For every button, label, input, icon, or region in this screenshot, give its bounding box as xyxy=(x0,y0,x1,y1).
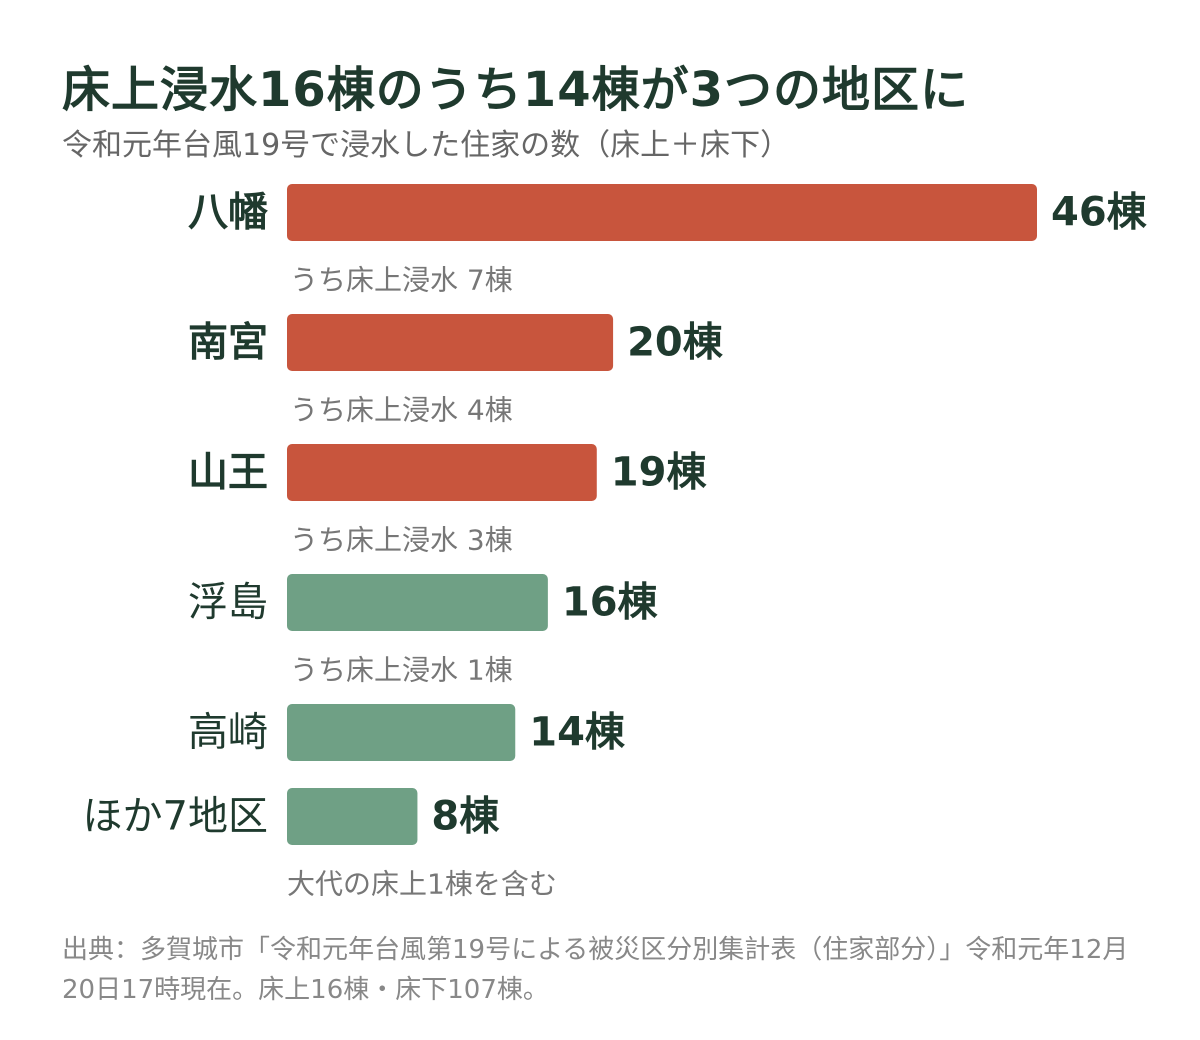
category-label: 高崎 xyxy=(188,710,268,756)
chart-subtitle: 令和元年台風19号で浸水した住家の数（床上＋床下） xyxy=(62,128,791,163)
category-label: 浮島 xyxy=(188,580,268,626)
bar-3 xyxy=(287,444,597,501)
value-label: 14棟 xyxy=(529,710,626,756)
bar-note: 大代の床上1棟を含む xyxy=(287,868,557,901)
category-label: 八幡 xyxy=(188,190,268,236)
bar-2 xyxy=(287,314,614,371)
value-label: 16棟 xyxy=(562,580,659,626)
chart-title: 床上浸水16棟のうち14棟が3つの地区に xyxy=(62,62,969,118)
category-label: 南宮 xyxy=(188,320,268,366)
value-label: 46棟 xyxy=(1051,190,1148,236)
value-label: 19棟 xyxy=(611,450,708,496)
value-label: 8棟 xyxy=(431,794,500,840)
bar-note: うち床上浸水 3棟 xyxy=(290,524,513,557)
bar-5 xyxy=(287,704,516,761)
bar-4 xyxy=(287,574,548,631)
bar-1 xyxy=(287,184,1037,241)
bar-note: うち床上浸水 1棟 xyxy=(290,654,513,687)
category-label: 山王 xyxy=(188,450,268,496)
category-label: ほか7地区 xyxy=(83,794,268,840)
source-note: 出典：多賀城市「令和元年台風第19号による被災区分別集計表（住家部分）」令和元年… xyxy=(62,935,1129,1005)
value-label: 20棟 xyxy=(627,320,724,366)
bar-note: うち床上浸水 7棟 xyxy=(290,264,513,297)
bar-note: うち床上浸水 4棟 xyxy=(290,394,513,427)
bar-6 xyxy=(287,788,418,845)
